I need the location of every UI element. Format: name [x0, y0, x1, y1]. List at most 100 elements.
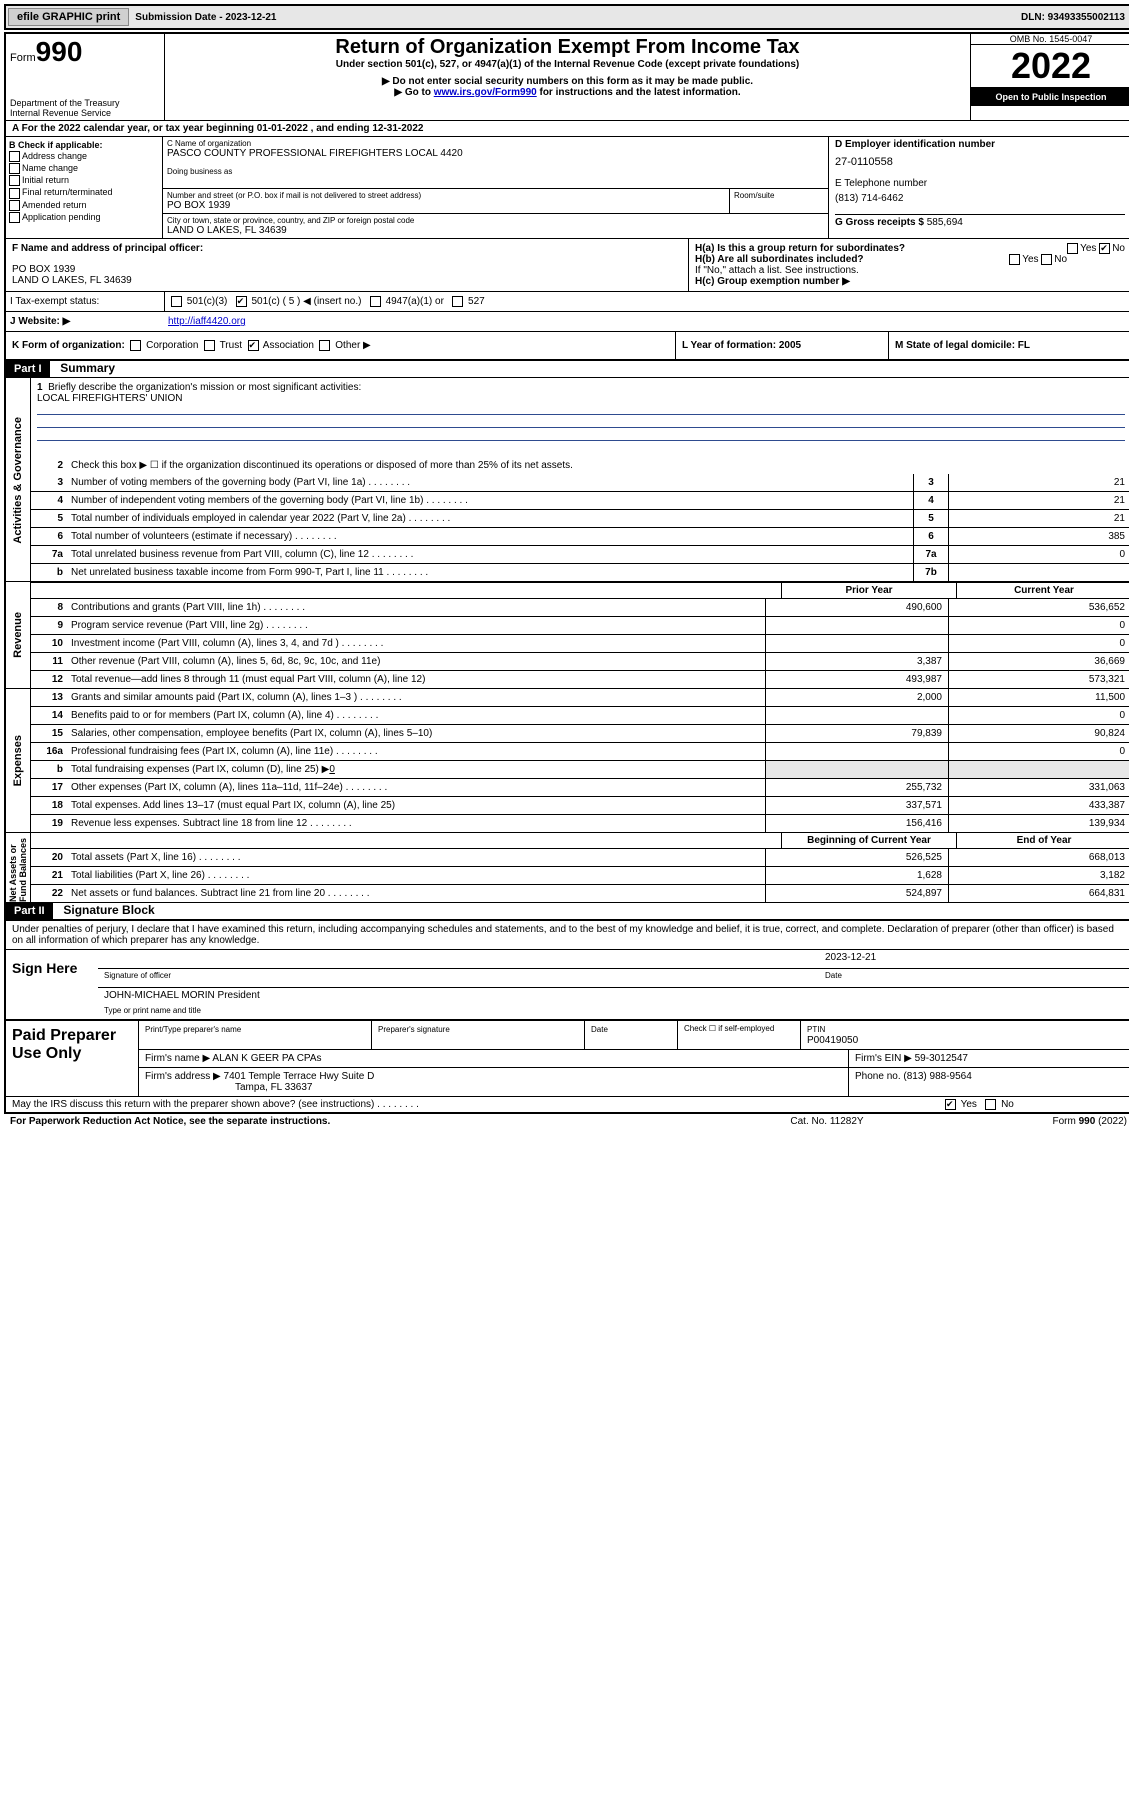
l-year-formation: L Year of formation: 2005 — [675, 332, 888, 359]
ptin-label: PTIN — [807, 1025, 825, 1034]
vtab-rev-label: Revenue — [12, 612, 24, 658]
suite-label: Room/suite — [734, 191, 824, 200]
discuss-row: May the IRS discuss this return with the… — [6, 1096, 1129, 1112]
discuss-no-chk[interactable] — [985, 1099, 996, 1110]
hb-yes-chk[interactable] — [1009, 254, 1020, 265]
sig-date-value: 2023-12-21 — [825, 952, 1125, 966]
gross-value: 585,694 — [927, 217, 963, 228]
line-21: 21 Total liabilities (Part X, line 26) 1… — [31, 866, 1129, 884]
ha-no-lbl: No — [1112, 243, 1125, 254]
l22-curr: 664,831 — [948, 885, 1129, 902]
hb-no-chk[interactable] — [1041, 254, 1052, 265]
lbl-assoc: Association — [263, 340, 314, 351]
phone-label: Phone no. — [855, 1071, 901, 1082]
chk-application-pending[interactable]: Application pending — [9, 212, 159, 223]
chk-trust[interactable] — [204, 340, 215, 351]
vtab-gov-label: Activities & Governance — [12, 417, 24, 544]
ein-label: D Employer identification number — [835, 139, 1125, 150]
l5-desc: Total number of individuals employed in … — [67, 510, 913, 527]
vtab-exp-label: Expenses — [12, 735, 24, 786]
org-name-box: C Name of organization PASCO COUNTY PROF… — [163, 137, 828, 189]
l10-curr: 0 — [948, 635, 1129, 652]
l17-desc: Other expenses (Part IX, column (A), lin… — [67, 779, 765, 796]
vtab-revenue: Revenue — [6, 582, 31, 688]
phone-value: (813) 988-9564 — [903, 1071, 971, 1082]
chk-assoc[interactable] — [248, 340, 259, 351]
website-link[interactable]: http://iaff4420.org — [168, 316, 246, 327]
part-ii-header: Part II Signature Block — [6, 902, 1129, 920]
l-label: L Year of formation: 2005 — [682, 340, 801, 351]
chk-501c3[interactable] — [171, 296, 182, 307]
chk-corp[interactable] — [130, 340, 141, 351]
mission-line-3 — [37, 440, 1125, 443]
form-990-container: Form990 Department of the Treasury Inter… — [4, 32, 1129, 1114]
chk-address-change[interactable]: Address change — [9, 151, 159, 162]
ha-yesno: Yes No — [1067, 243, 1125, 254]
line-10: 10 Investment income (Part VIII, column … — [31, 634, 1129, 652]
l13-prior: 2,000 — [765, 689, 948, 706]
vtab-net-label: Net Assets or Fund Balances — [8, 833, 28, 902]
l20-desc: Total assets (Part X, line 16) — [67, 849, 765, 866]
column-c-org-info: C Name of organization PASCO COUNTY PROF… — [163, 137, 828, 238]
form-title: Return of Organization Exempt From Incom… — [169, 36, 966, 59]
efile-print-button[interactable]: efile GRAPHIC print — [8, 8, 129, 26]
firm-addr-label: Firm's address ▶ — [145, 1071, 221, 1082]
tax-exempt-options: 501(c)(3) 501(c) ( 5 ) ◀ (insert no.) 49… — [165, 292, 1129, 311]
paid-preparer-block: Paid Preparer Use Only Print/Type prepar… — [6, 1019, 1129, 1096]
suite-box: Room/suite — [730, 189, 828, 214]
l8-prior: 490,600 — [765, 599, 948, 616]
l18-prior: 337,571 — [765, 797, 948, 814]
l19-desc: Revenue less expenses. Subtract line 18 … — [67, 815, 765, 832]
discuss-yes-chk[interactable] — [945, 1099, 956, 1110]
officer-addr2: LAND O LAKES, FL 34639 — [12, 275, 682, 286]
ha-yes-chk[interactable] — [1067, 243, 1078, 254]
l7b-desc: Net unrelated business taxable income fr… — [67, 564, 913, 581]
l15-num: 15 — [31, 725, 67, 742]
l17-curr: 331,063 — [948, 779, 1129, 796]
chk-501c[interactable] — [236, 296, 247, 307]
prep-date-cell: Date — [585, 1021, 678, 1049]
irs-form990-link[interactable]: www.irs.gov/Form990 — [434, 87, 537, 98]
header-left: Form990 Department of the Treasury Inter… — [6, 34, 165, 120]
line-2: 2 Check this box ▶ ☐ if the organization… — [31, 457, 1129, 474]
m-label: M State of legal domicile: FL — [895, 340, 1030, 351]
chk-other[interactable] — [319, 340, 330, 351]
dba-label: Doing business as — [167, 167, 824, 176]
section-f: F Name and address of principal officer:… — [6, 239, 689, 291]
gross-receipts: G Gross receipts $ 585,694 — [835, 214, 1125, 228]
cat-number: Cat. No. 11282Y — [727, 1116, 927, 1127]
prep-sig-cell: Preparer's signature — [372, 1021, 585, 1049]
l11-prior: 3,387 — [765, 653, 948, 670]
discuss-q-text: May the IRS discuss this return with the… — [12, 1099, 374, 1110]
line-7b: b Net unrelated business taxable income … — [31, 563, 1129, 581]
l14-desc: Benefits paid to or for members (Part IX… — [67, 707, 765, 724]
city-box: City or town, state or province, country… — [163, 214, 828, 238]
firm-addr-cell: Firm's address ▶ 7401 Temple Terrace Hwy… — [139, 1068, 849, 1096]
chk-final-label: Final return/terminated — [22, 187, 113, 197]
street-value: PO BOX 1939 — [167, 200, 725, 211]
l22-num: 22 — [31, 885, 67, 902]
l7b-ref: 7b — [913, 564, 949, 581]
line-15: 15 Salaries, other compensation, employe… — [31, 724, 1129, 742]
l12-desc: Total revenue—add lines 8 through 11 (mu… — [67, 671, 765, 688]
ha-no-chk[interactable] — [1099, 243, 1110, 254]
chk-name-change[interactable]: Name change — [9, 163, 159, 174]
chk-final-return[interactable]: Final return/terminated — [9, 187, 159, 198]
l7a-ref: 7a — [913, 546, 949, 563]
k-form-org: K Form of organization: Corporation Trus… — [6, 332, 675, 359]
firm-addr1-value: 7401 Temple Terrace Hwy Suite D — [224, 1071, 375, 1082]
lbl-527: 527 — [468, 296, 485, 307]
hb-no-lbl: No — [1054, 254, 1067, 265]
pt-name-label: Print/Type preparer's name — [145, 1025, 241, 1034]
lbl-501c: 501(c) ( 5 ) ◀ (insert no.) — [251, 296, 361, 307]
chk-amended-return[interactable]: Amended return — [9, 200, 159, 211]
l19-num: 19 — [31, 815, 67, 832]
line-12: 12 Total revenue—add lines 8 through 11 … — [31, 670, 1129, 688]
chk-527[interactable] — [452, 296, 463, 307]
activities-governance-section: Activities & Governance 1 Briefly descri… — [6, 378, 1129, 582]
chk-4947[interactable] — [370, 296, 381, 307]
chk-initial-return[interactable]: Initial return — [9, 175, 159, 186]
l16b-val: 0 — [329, 764, 335, 775]
l4-val: 21 — [949, 492, 1129, 509]
sig-date-row: 2023-12-21 — [98, 950, 1129, 969]
